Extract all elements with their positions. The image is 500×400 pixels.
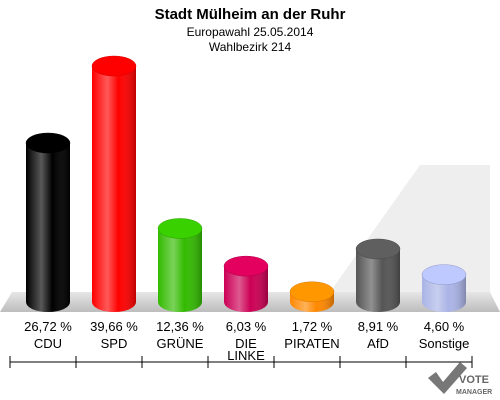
value-labels: 26,72 % 39,66 % 12,36 % 6,03 % 1,72 % 8,91 % 4… [24, 319, 465, 334]
category-axis-ticks [9, 356, 473, 368]
category-label-sonstige: Sonstige [419, 336, 470, 351]
logo-word-manager: MANAGER [456, 389, 492, 396]
value-label-spd: 39,66 % [90, 319, 138, 334]
bar-die-linke [223, 255, 269, 312]
bar-cap [289, 281, 335, 303]
value-label-gr-ne: 12,36 % [156, 319, 204, 334]
value-label-die-linke: 6,03 % [226, 319, 267, 334]
value-label-afd: 8,91 % [358, 319, 399, 334]
category-label-die-linke-line2: LINKE [227, 348, 265, 363]
bar-afd [355, 238, 401, 312]
bar-cap [223, 255, 269, 277]
bar-cdu [25, 132, 71, 312]
vote-manager-logo: VOTE MANAGER [428, 362, 492, 396]
bar-shine [92, 66, 136, 312]
bar-sonstige [421, 264, 467, 312]
checkmark-icon [428, 362, 467, 394]
category-label-die-linke-line1: DIE [235, 336, 257, 351]
category-label-cdu: CDU [34, 336, 62, 351]
bar-shine [224, 266, 268, 312]
chart-subtitle-date: Europawahl 25.05.2014 [187, 25, 314, 39]
bar-piraten [289, 281, 335, 312]
chart-backdrop-shadow [330, 165, 490, 292]
value-label-sonstige: 4,60 % [424, 319, 465, 334]
bar-gr-ne [157, 218, 203, 312]
chart-title: Stadt Mülheim an der Ruhr [155, 6, 346, 23]
bar-cap [91, 55, 137, 77]
bar-shine [26, 143, 70, 312]
bar-shine [422, 274, 466, 312]
category-label-piraten: PIRATEN [284, 336, 339, 351]
logo-word-vote: VOTE [459, 374, 489, 386]
bar-spd [91, 55, 137, 312]
category-label-afd: AfD [367, 336, 389, 351]
bar-cap [421, 264, 467, 285]
bar-cap [355, 238, 401, 260]
value-label-piraten: 1,72 % [292, 319, 333, 334]
category-label-spd: SPD [101, 336, 128, 351]
bar-shine [158, 228, 202, 312]
value-label-cdu: 26,72 % [24, 319, 72, 334]
bar-cap [25, 132, 71, 154]
category-label-gr-ne: GRÜNE [157, 336, 204, 351]
bar-shine [356, 248, 400, 312]
bar-series [25, 55, 467, 312]
bar-cap [157, 218, 203, 239]
chart-subtitle-district: Wahlbezirk 214 [209, 40, 292, 54]
